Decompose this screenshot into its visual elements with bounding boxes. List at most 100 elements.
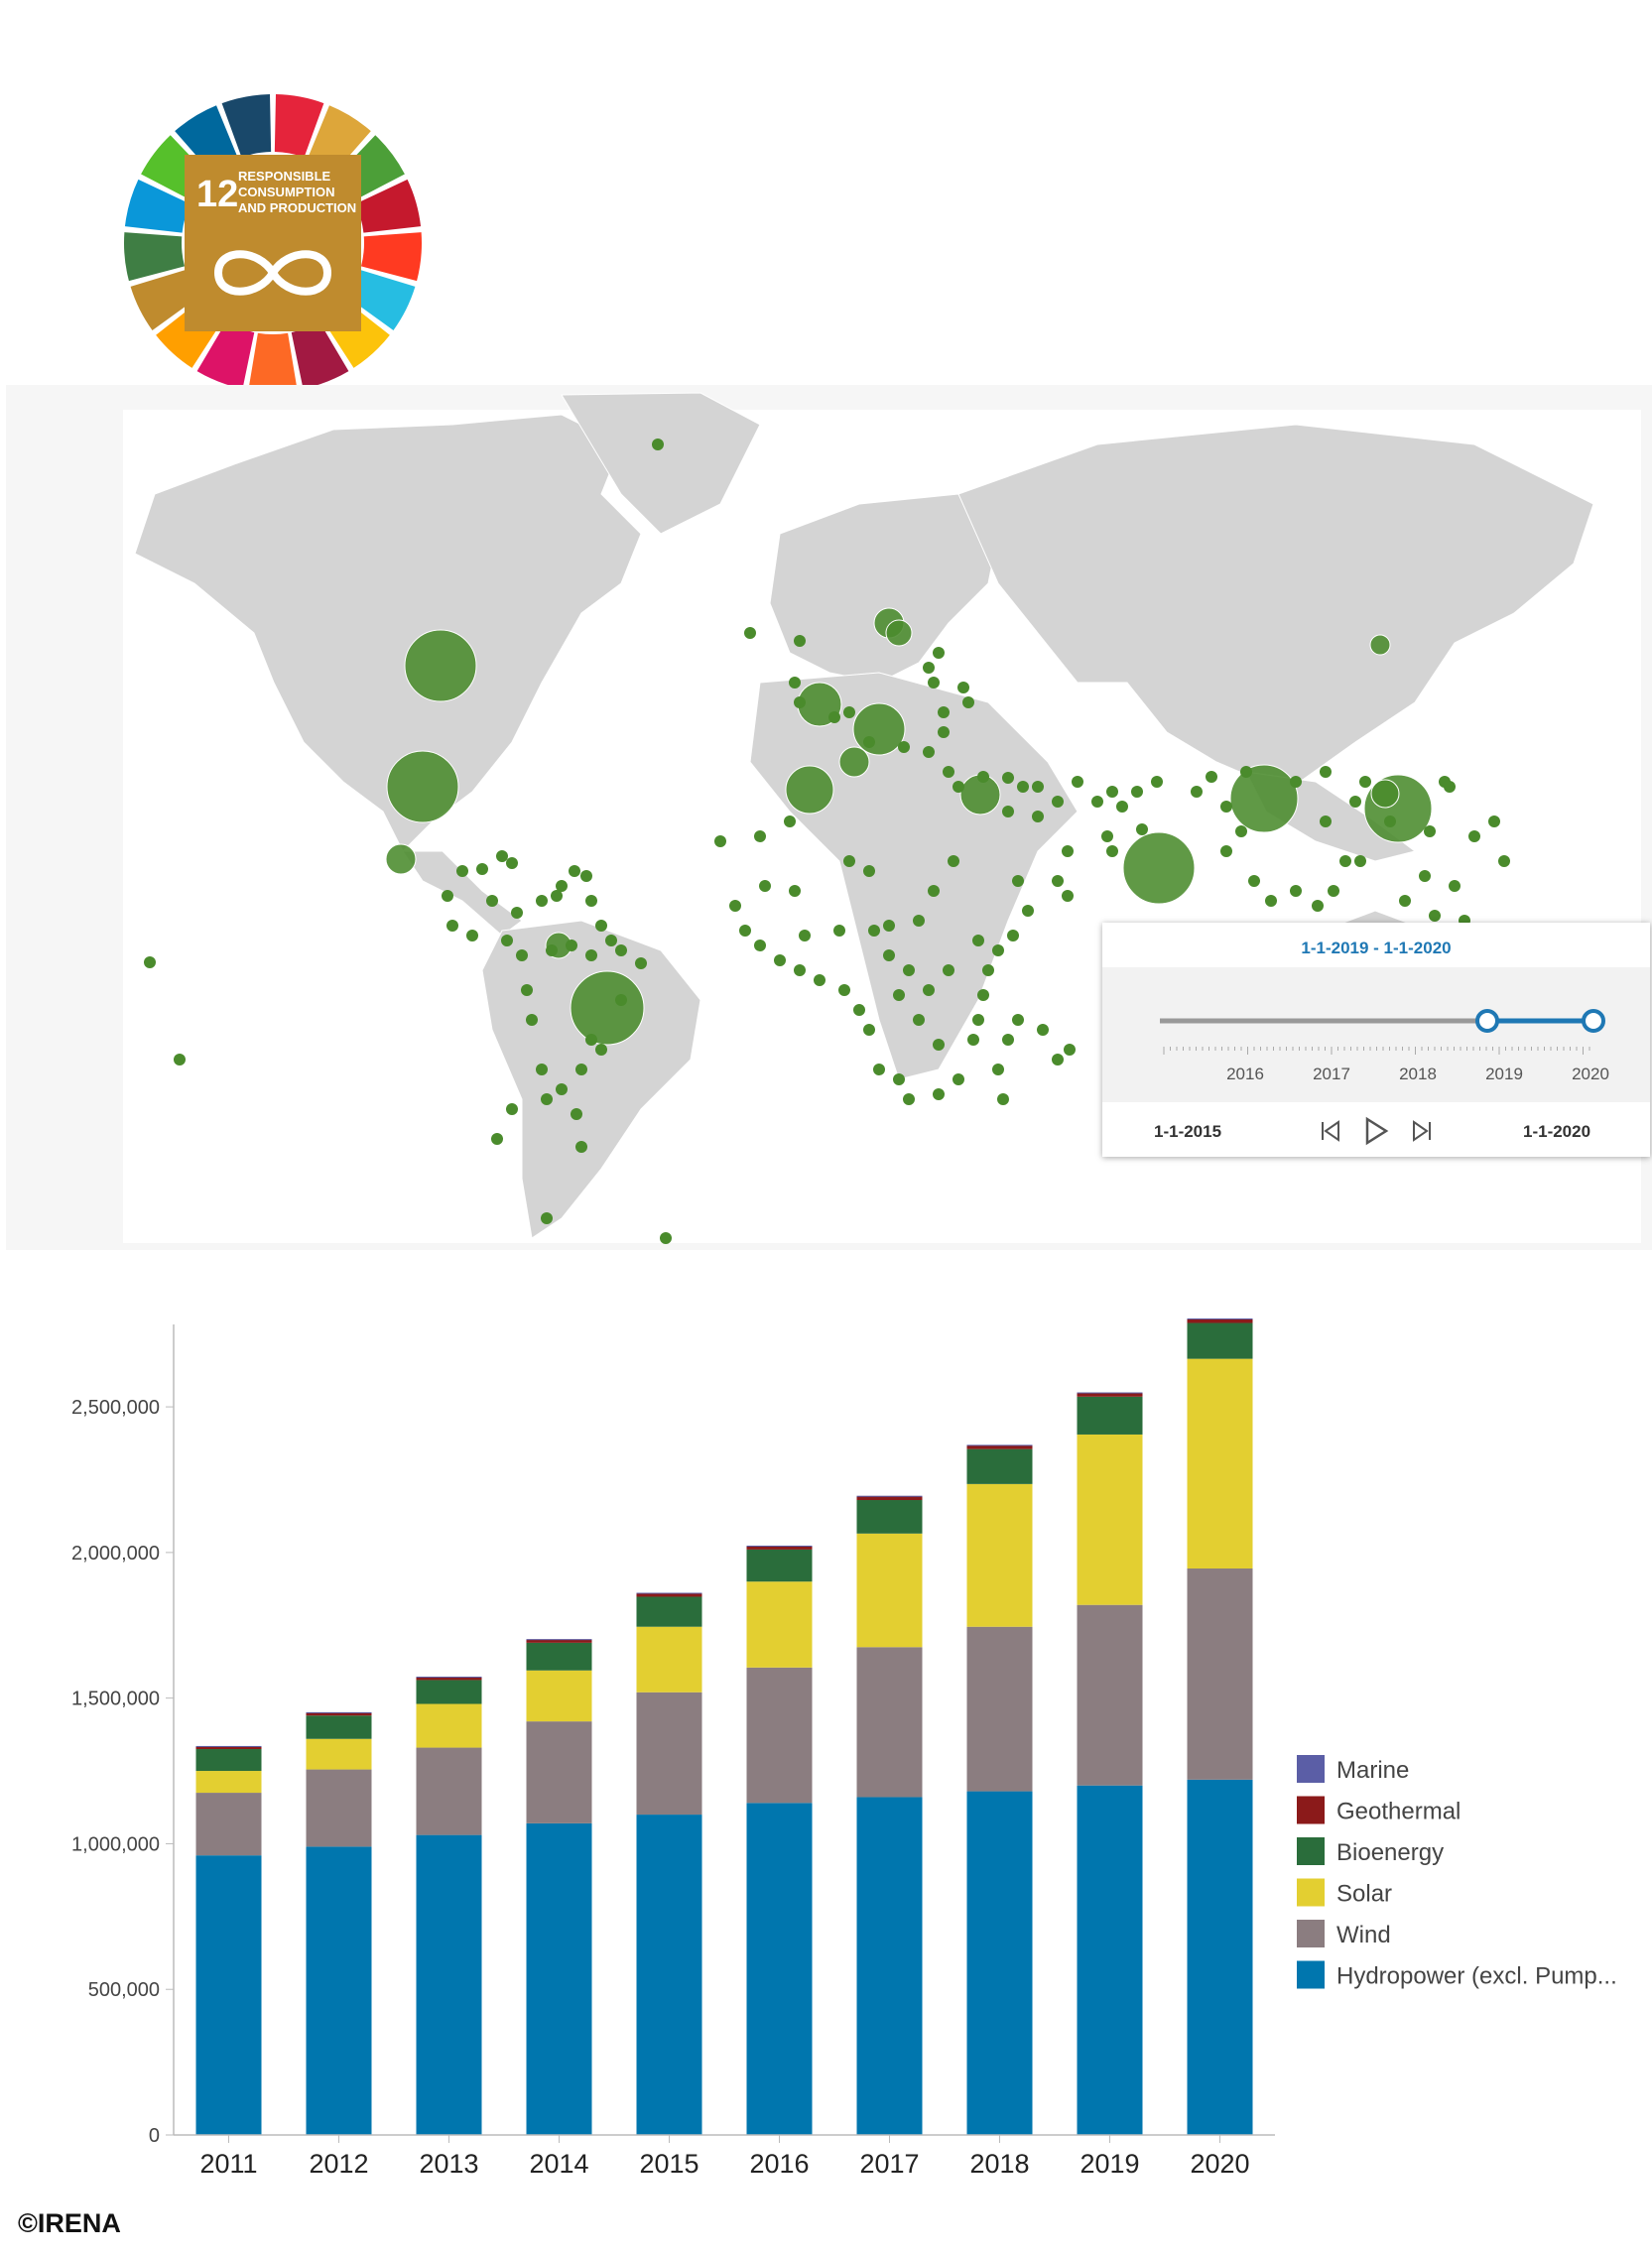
country-bubble[interactable] [893, 1073, 905, 1085]
country-bubble[interactable] [1017, 781, 1029, 793]
country-bubble[interactable] [605, 935, 617, 946]
country-bubble[interactable] [566, 940, 577, 951]
country-bubble[interactable] [1106, 786, 1118, 798]
country-bubble[interactable] [913, 915, 925, 927]
country-bubble[interactable] [1328, 885, 1339, 897]
country-bubble[interactable] [923, 746, 935, 758]
country-bubble[interactable] [1320, 766, 1332, 778]
country-bubble[interactable] [814, 974, 826, 986]
country-bubble[interactable] [1131, 786, 1143, 798]
country-bubble[interactable] [1229, 764, 1299, 833]
country-bubble[interactable] [903, 964, 915, 976]
country-bubble[interactable] [585, 895, 597, 907]
country-bubble[interactable] [948, 855, 959, 867]
country-bubble[interactable] [759, 880, 771, 892]
country-bubble[interactable] [898, 741, 910, 753]
country-bubble[interactable] [446, 920, 458, 932]
country-bubble[interactable] [838, 984, 850, 996]
country-bubble[interactable] [794, 635, 806, 647]
country-bubble[interactable] [883, 920, 895, 932]
country-bubble[interactable] [992, 944, 1004, 956]
country-bubble[interactable] [521, 984, 533, 996]
country-bubble[interactable] [1206, 771, 1217, 783]
country-bubble[interactable] [868, 925, 880, 937]
country-bubble[interactable] [754, 830, 766, 842]
country-bubble[interactable] [1032, 781, 1044, 793]
country-bubble[interactable] [575, 1141, 587, 1153]
country-bubble[interactable] [1052, 875, 1064, 887]
world-map-panel[interactable]: 1-1-2019 - 1-1-2020 2016 2017 2018 2019 2020… [6, 385, 1652, 1250]
country-bubble[interactable] [977, 989, 989, 1001]
country-bubble[interactable] [1312, 900, 1324, 912]
country-bubble[interactable] [660, 1232, 672, 1244]
country-bubble[interactable] [541, 1093, 553, 1105]
country-bubble[interactable] [456, 865, 468, 877]
country-bubble[interactable] [536, 1064, 548, 1075]
country-bubble[interactable] [885, 619, 913, 647]
country-bubble[interactable] [615, 944, 627, 956]
country-bubble[interactable] [1220, 845, 1232, 857]
country-bubble[interactable] [501, 935, 513, 946]
country-bubble[interactable] [585, 1034, 597, 1046]
country-bubble[interactable] [893, 989, 905, 1001]
country-bubble[interactable] [938, 706, 950, 718]
country-bubble[interactable] [1012, 875, 1024, 887]
country-bubble[interactable] [1191, 786, 1203, 798]
country-bubble[interactable] [903, 1093, 915, 1105]
country-bubble[interactable] [1248, 875, 1260, 887]
country-bubble[interactable] [1062, 845, 1074, 857]
country-bubble[interactable] [1220, 801, 1232, 813]
country-bubble[interactable] [928, 885, 940, 897]
country-bubble[interactable] [933, 647, 945, 659]
country-bubble[interactable] [1354, 855, 1366, 867]
country-bubble[interactable] [833, 925, 845, 937]
country-bubble[interactable] [972, 935, 984, 946]
country-bubble[interactable] [1022, 905, 1034, 917]
country-bubble[interactable] [506, 1103, 518, 1115]
country-bubble[interactable] [1449, 880, 1461, 892]
country-bubble[interactable] [541, 1212, 553, 1224]
country-bubble[interactable] [1290, 885, 1302, 897]
country-bubble[interactable] [883, 949, 895, 961]
country-bubble[interactable] [943, 766, 954, 778]
country-bubble[interactable] [843, 855, 855, 867]
country-bubble[interactable] [556, 1083, 568, 1095]
country-bubble[interactable] [511, 907, 523, 919]
country-bubble[interactable] [595, 920, 607, 932]
step-back-icon[interactable] [1313, 1114, 1346, 1148]
country-bubble[interactable] [843, 706, 855, 718]
country-bubble[interactable] [928, 677, 940, 689]
country-bubble[interactable] [1012, 1014, 1024, 1026]
country-bubble[interactable] [729, 900, 741, 912]
country-bubble[interactable] [174, 1054, 186, 1066]
country-bubble[interactable] [466, 930, 478, 941]
country-bubble[interactable] [794, 696, 806, 708]
country-bubble[interactable] [569, 865, 580, 877]
country-bubble[interactable] [1064, 1044, 1076, 1056]
country-bubble[interactable] [1072, 776, 1083, 788]
country-bubble[interactable] [1240, 766, 1252, 778]
country-bubble[interactable] [1384, 815, 1396, 827]
country-bubble[interactable] [1136, 823, 1148, 835]
country-bubble[interactable] [923, 984, 935, 996]
country-bubble[interactable] [853, 1004, 865, 1016]
country-bubble[interactable] [977, 771, 989, 783]
country-bubble[interactable] [852, 702, 906, 756]
country-bubble[interactable] [496, 850, 508, 862]
country-bubble[interactable] [739, 925, 751, 937]
country-bubble[interactable] [1339, 855, 1351, 867]
country-bubble[interactable] [923, 662, 935, 674]
country-bubble[interactable] [933, 1088, 945, 1100]
country-bubble[interactable] [585, 949, 597, 961]
country-bubble[interactable] [386, 750, 459, 823]
country-bubble[interactable] [1062, 890, 1074, 902]
country-bubble[interactable] [144, 956, 156, 968]
country-bubble[interactable] [1359, 776, 1371, 788]
country-bubble[interactable] [491, 1133, 503, 1145]
country-bubble[interactable] [794, 964, 806, 976]
country-bubble[interactable] [1235, 825, 1247, 837]
country-bubble[interactable] [575, 1064, 587, 1075]
country-bubble[interactable] [873, 1064, 885, 1075]
country-bubble[interactable] [1002, 772, 1014, 784]
country-bubble[interactable] [972, 1014, 984, 1026]
